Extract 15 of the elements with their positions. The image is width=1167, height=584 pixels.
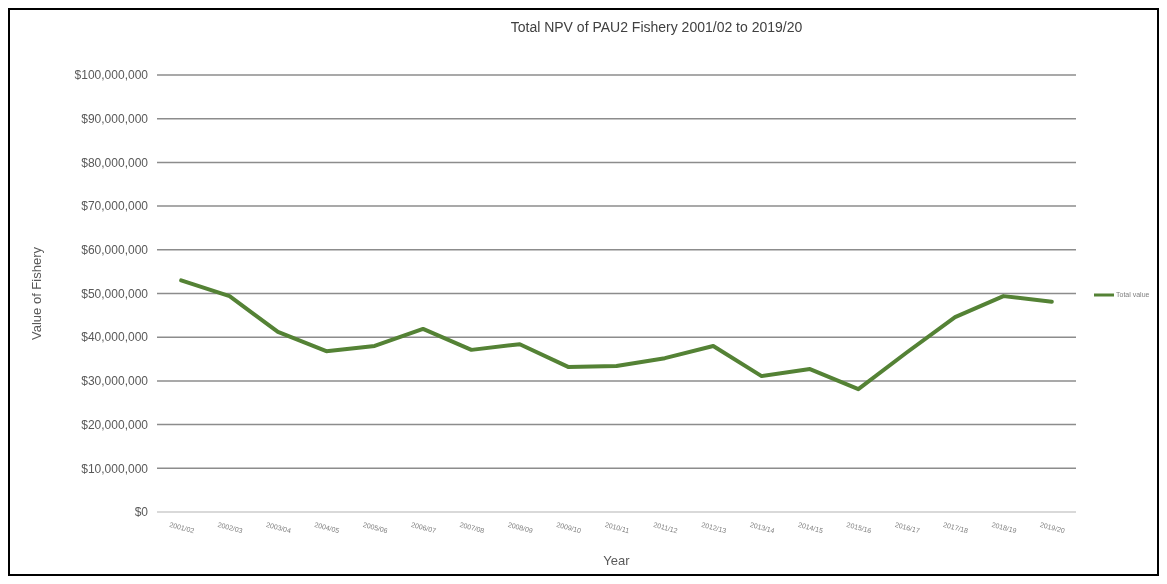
y-tick-label: $90,000,000 bbox=[81, 111, 149, 126]
y-tick-label: $10,000,000 bbox=[81, 461, 149, 476]
y-tick-label: $70,000,000 bbox=[81, 199, 149, 214]
y-tick-label: $80,000,000 bbox=[81, 155, 149, 170]
y-tick-label: $60,000,000 bbox=[81, 243, 149, 257]
y-tick-label: $40,000,000 bbox=[81, 330, 149, 345]
y-tick-label: $30,000,000 bbox=[81, 374, 149, 389]
y-axis-title: Value of Fishery bbox=[29, 246, 44, 340]
line-series bbox=[179, 278, 1054, 392]
chart-title: Total NPV of PAU2 Fishery 2001/02 to 2019/20 bbox=[510, 19, 803, 35]
y-tick-label: $50,000,000 bbox=[81, 286, 149, 301]
y-tick-label: $100,000,000 bbox=[74, 68, 149, 83]
y-tick-label: $0 bbox=[134, 505, 149, 520]
x-axis-title: Year bbox=[603, 553, 631, 568]
y-tick-label: $20,000,000 bbox=[81, 417, 149, 432]
